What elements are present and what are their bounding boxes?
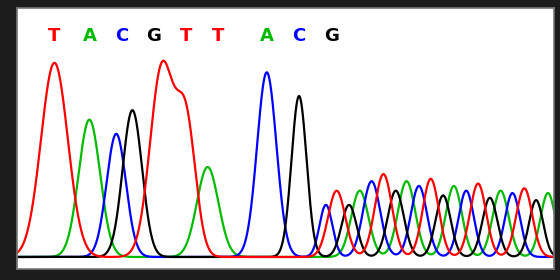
- Text: A: A: [82, 27, 96, 45]
- Text: T: T: [48, 27, 60, 45]
- Text: G: G: [324, 27, 339, 45]
- Text: C: C: [115, 27, 128, 45]
- Text: T: T: [212, 27, 225, 45]
- Text: G: G: [147, 27, 161, 45]
- Text: A: A: [260, 27, 274, 45]
- Text: C: C: [292, 27, 306, 45]
- Text: T: T: [180, 27, 192, 45]
